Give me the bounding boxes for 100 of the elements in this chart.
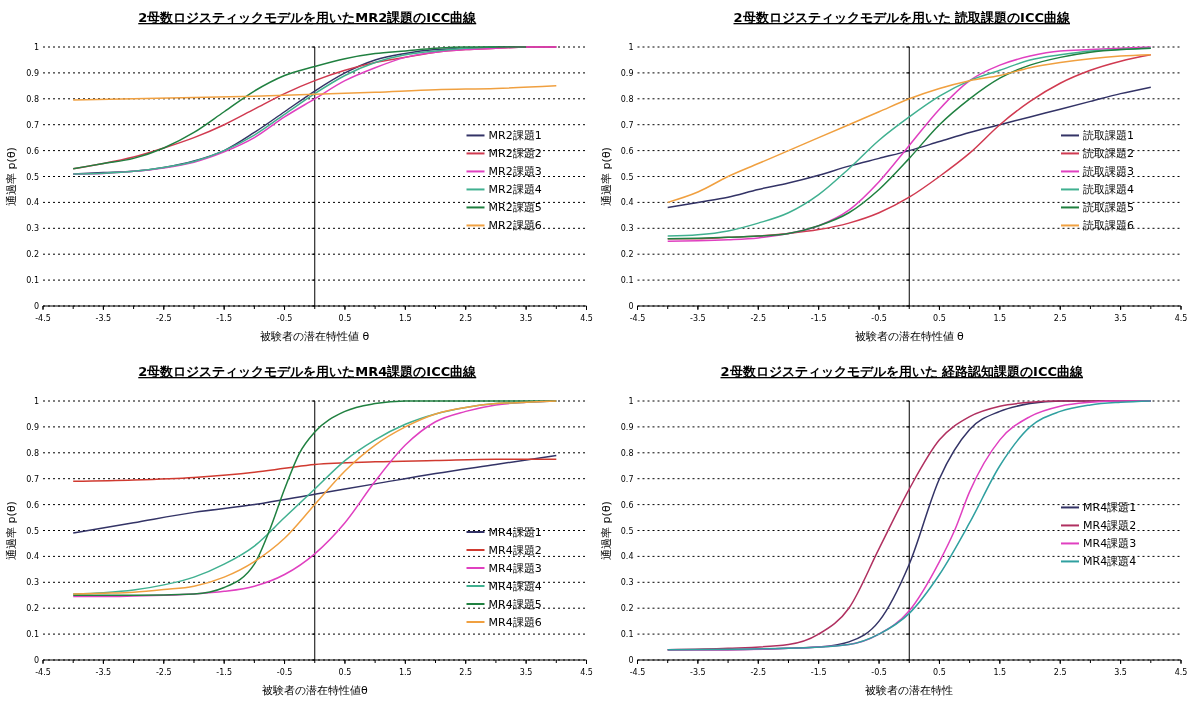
x-tick-label: 2.5 <box>459 668 473 677</box>
x-axis-title: 被験者の潜在特性値θ <box>261 684 368 697</box>
y-tick-label: 0.8 <box>620 94 634 104</box>
x-tick-label: -3.5 <box>95 668 112 677</box>
y-tick-label: 0.6 <box>620 500 634 510</box>
x-tick-label: -1.5 <box>216 314 232 323</box>
x-tick-label: -4.5 <box>629 314 646 323</box>
x-tick-label: -1.5 <box>216 668 232 677</box>
legend-label: MR4課題4 <box>488 580 542 593</box>
y-tick-label: 0.8 <box>620 448 634 458</box>
legend-label: MR4課題2 <box>488 544 542 557</box>
legend-label: MR4課題2 <box>1083 519 1137 533</box>
y-tick-label: 1 <box>33 43 39 52</box>
y-tick-label: 0.1 <box>26 630 39 640</box>
y-axis-title: 通過率 p(θ) <box>599 147 613 206</box>
line-series <box>666 54 1152 204</box>
y-axis-title: 通過率 p(θ) <box>599 501 613 560</box>
y-tick-label: 0 <box>628 656 634 665</box>
x-tick-label: -2.5 <box>155 668 172 677</box>
x-tick-label: -4.5 <box>629 668 646 677</box>
x-axis-title: 被験者の潜在特性値 θ <box>854 330 965 343</box>
y-tick-label: 0.2 <box>26 250 39 260</box>
y-tick-label: 0.6 <box>620 146 634 156</box>
y-tick-label: 0.3 <box>26 578 39 588</box>
y-tick-label: 0.5 <box>26 172 39 182</box>
x-tick-label: -3.5 <box>95 314 112 323</box>
x-tick-label: -2.5 <box>750 668 767 677</box>
y-tick-label: 0.8 <box>26 448 39 458</box>
line-series <box>72 85 558 101</box>
x-tick-label: -0.5 <box>276 314 293 323</box>
x-tick-label: -4.5 <box>35 314 51 323</box>
y-tick-label: 0.5 <box>26 526 39 536</box>
y-tick-label: 0 <box>33 656 39 665</box>
y-tick-label: 1 <box>628 43 634 52</box>
x-tick-label: 2.5 <box>459 314 473 323</box>
legend-label: MR2課題5 <box>488 201 542 215</box>
legend-label: 読取課題6 <box>1083 219 1134 233</box>
x-tick-label: -2.5 <box>750 314 767 323</box>
chart-title: 2母数ロジスティックモデルを用いたMR4課題のICC曲線 <box>138 364 478 379</box>
y-tick-label: 0.5 <box>620 526 634 536</box>
legend-label: MR2課題2 <box>488 147 542 161</box>
y-tick-label: 0.1 <box>620 276 634 286</box>
y-tick-label: 0.7 <box>620 120 634 130</box>
x-tick-label: 1.5 <box>398 314 412 323</box>
y-tick-label: 0.4 <box>620 552 634 562</box>
y-tick-label: 0 <box>33 302 39 311</box>
y-tick-label: 0.2 <box>620 250 634 260</box>
y-tick-label: 0.3 <box>620 578 634 588</box>
y-tick-label: 0.9 <box>620 68 634 78</box>
y-tick-label: 0.7 <box>26 120 39 130</box>
legend-label: MR4課題1 <box>1083 501 1137 515</box>
y-axis-title: 通過率 p(θ) <box>5 147 18 206</box>
legend-label: 読取課題3 <box>1083 165 1134 179</box>
line-series <box>666 400 1152 651</box>
y-tick-label: 0.2 <box>620 604 634 614</box>
x-tick-label: 2.5 <box>1053 314 1067 323</box>
x-tick-label: 0.5 <box>933 314 946 323</box>
y-tick-label: 0.9 <box>26 422 39 432</box>
y-tick-label: 0.6 <box>26 500 39 510</box>
y-tick-label: 0.6 <box>26 146 39 156</box>
legend-label: 読取課題1 <box>1083 129 1134 143</box>
x-tick-label: -1.5 <box>810 314 827 323</box>
y-tick-label: 0.9 <box>620 422 634 432</box>
x-tick-label: 0.5 <box>338 314 352 323</box>
line-series <box>72 458 558 483</box>
legend-label: MR2課題3 <box>488 165 542 179</box>
x-tick-label: -0.5 <box>276 668 293 677</box>
y-tick-label: 1 <box>33 397 39 406</box>
x-tick-label: 4.5 <box>580 314 593 323</box>
legend-label: 読取課題2 <box>1083 147 1134 161</box>
y-tick-label: 0 <box>628 302 634 311</box>
x-tick-label: 1.5 <box>993 314 1007 323</box>
x-tick-label: -0.5 <box>871 668 887 677</box>
legend-label: 読取課題5 <box>1083 201 1134 215</box>
y-tick-label: 0.3 <box>26 224 39 234</box>
y-tick-label: 0.3 <box>620 224 634 234</box>
x-tick-label: 3.5 <box>1114 668 1127 677</box>
legend-label: 読取課題4 <box>1083 183 1134 197</box>
y-tick-label: 0.1 <box>26 276 39 286</box>
legend-label: MR2課題6 <box>488 219 542 233</box>
legend-label: MR4課題3 <box>1083 537 1137 551</box>
x-tick-label: 4.5 <box>1174 314 1188 323</box>
y-tick-label: 0.4 <box>620 198 634 208</box>
y-tick-label: 0.8 <box>26 94 39 104</box>
x-tick-label: -3.5 <box>690 668 706 677</box>
y-tick-label: 0.1 <box>620 630 634 640</box>
x-tick-label: -1.5 <box>810 668 827 677</box>
x-axis-title: 被験者の潜在特性値 θ <box>260 330 370 343</box>
x-tick-label: 3.5 <box>1114 314 1127 323</box>
chart-title: 2母数ロジスティックモデルを用いたMR2課題のICC曲線 <box>138 10 478 25</box>
x-tick-label: -4.5 <box>35 668 51 677</box>
y-tick-label: 0.4 <box>26 198 39 208</box>
y-tick-label: 0.5 <box>620 172 634 182</box>
x-tick-label: 1.5 <box>993 668 1007 677</box>
y-tick-label: 0.7 <box>620 474 634 484</box>
x-axis-title: 被験者の潜在特性 <box>865 684 954 697</box>
x-tick-label: -2.5 <box>155 314 172 323</box>
legend-label: MR4課題5 <box>488 598 542 611</box>
x-tick-label: 0.5 <box>933 668 946 677</box>
y-tick-label: 0.4 <box>26 552 39 562</box>
